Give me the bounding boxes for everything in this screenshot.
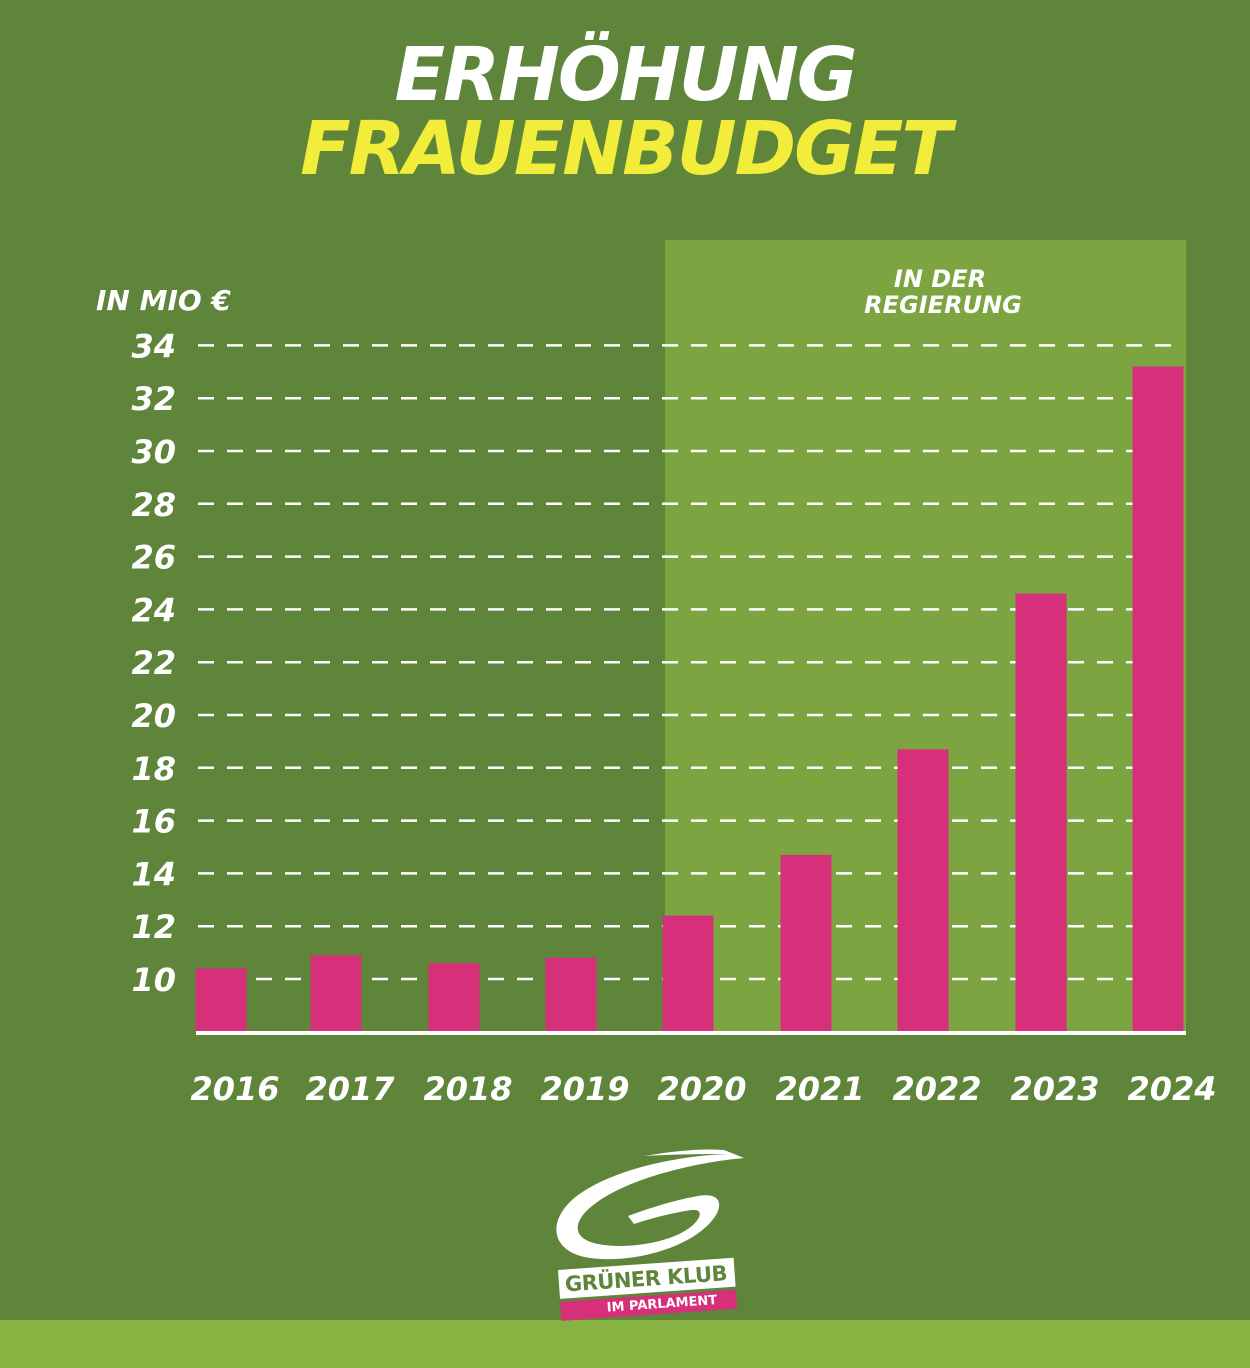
y-tick-label: 16	[131, 803, 176, 841]
y-tick-label: 30	[131, 433, 176, 471]
title-line-2: FRAUENBUDGET	[300, 106, 952, 192]
y-axis-label: IN MIO €	[96, 284, 231, 317]
bar-2021	[780, 854, 832, 1033]
logo-badge: GRÜNER KLUB IM PARLAMENT	[558, 1257, 738, 1321]
y-tick-label: 22	[131, 644, 176, 682]
bar-2017	[310, 955, 362, 1033]
bar-2018	[428, 963, 480, 1033]
bar-chart: IN DER REGIERUNG IN MIO € 10121416182022…	[96, 240, 1217, 1108]
x-tick-label: 2023	[1010, 1070, 1099, 1108]
y-tick-label: 24	[131, 591, 176, 629]
highlight-label-line-1: IN DER	[894, 265, 986, 293]
bar-2023	[1015, 593, 1067, 1033]
y-tick-label: 18	[131, 750, 176, 788]
title-line-1: ERHÖHUNG	[394, 32, 857, 118]
y-tick-label: 14	[131, 855, 176, 893]
y-tick-label: 28	[131, 486, 176, 524]
bar-2016	[195, 968, 247, 1033]
x-tick-label: 2021	[775, 1070, 864, 1108]
x-tick-label: 2019	[540, 1070, 629, 1108]
y-tick-label: 32	[131, 380, 176, 418]
bar-2024	[1132, 366, 1184, 1033]
y-tick-label: 20	[131, 697, 176, 735]
g-swoosh-icon	[556, 1149, 744, 1260]
x-tick-label: 2016	[190, 1070, 279, 1108]
highlight-label-line-2: REGIERUNG	[864, 291, 1022, 319]
bar-2020	[662, 915, 714, 1033]
x-tick-label: 2018	[423, 1070, 512, 1108]
x-tick-label: 2022	[892, 1070, 981, 1108]
x-tick-label: 2020	[657, 1070, 746, 1108]
x-tick-label: 2024	[1127, 1070, 1216, 1108]
y-tick-label: 34	[131, 327, 176, 365]
bar-2019	[545, 957, 597, 1033]
bottom-strip	[0, 1320, 1250, 1368]
x-tick-label: 2017	[305, 1070, 395, 1108]
bar-2022	[897, 749, 949, 1033]
gruener-klub-logo: GRÜNER KLUB IM PARLAMENT	[548, 1148, 748, 1344]
y-tick-label: 10	[131, 961, 176, 999]
y-tick-label: 12	[131, 908, 176, 946]
y-tick-label: 26	[131, 539, 176, 577]
